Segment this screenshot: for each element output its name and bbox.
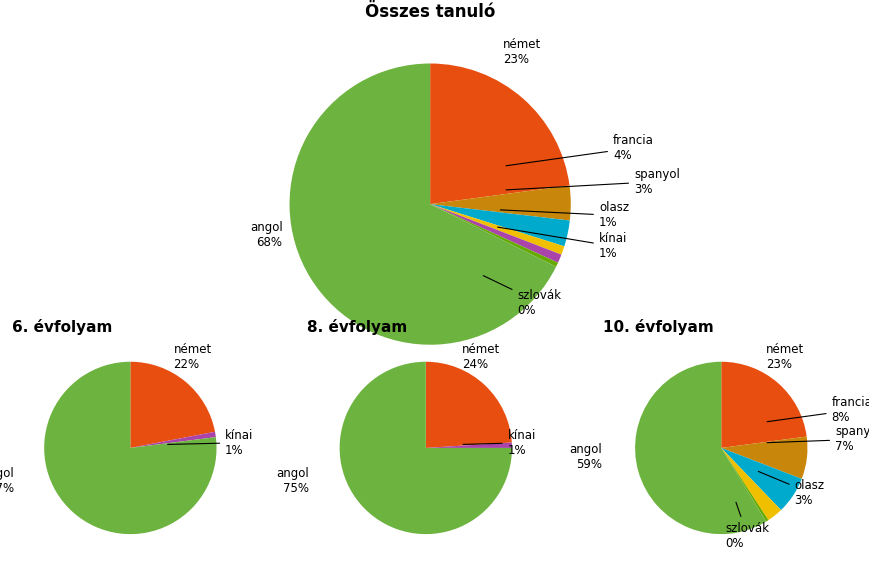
Text: német
24%: német 24% xyxy=(462,344,501,371)
Text: kínai
1%: kínai 1% xyxy=(463,429,536,457)
Text: spanyol
3%: spanyol 3% xyxy=(506,168,680,196)
Text: német
23%: német 23% xyxy=(503,38,541,66)
Text: angol
77%: angol 77% xyxy=(0,467,14,494)
Wedge shape xyxy=(721,362,806,448)
Wedge shape xyxy=(430,204,558,266)
Wedge shape xyxy=(44,362,216,534)
Wedge shape xyxy=(430,204,564,255)
Text: angol
68%: angol 68% xyxy=(249,221,282,249)
Text: szlovák
0%: szlovák 0% xyxy=(483,276,561,316)
Text: 8. évfolyam: 8. évfolyam xyxy=(308,319,408,335)
Text: angol
75%: angol 75% xyxy=(276,467,309,494)
Text: német
23%: német 23% xyxy=(766,344,805,371)
Title: Összes tanuló: Összes tanuló xyxy=(365,3,495,21)
Text: olasz
3%: olasz 3% xyxy=(759,471,825,507)
Text: francia
4%: francia 4% xyxy=(506,134,653,166)
Wedge shape xyxy=(635,362,766,534)
Text: spanyol
7%: spanyol 7% xyxy=(767,425,869,453)
Wedge shape xyxy=(430,185,571,221)
Wedge shape xyxy=(721,437,807,479)
Wedge shape xyxy=(721,448,768,522)
Text: 10. évfolyam: 10. évfolyam xyxy=(603,319,713,335)
Wedge shape xyxy=(130,362,215,448)
Wedge shape xyxy=(130,432,216,448)
Wedge shape xyxy=(721,448,781,520)
Wedge shape xyxy=(289,64,556,345)
Text: kínai
1%: kínai 1% xyxy=(168,429,254,457)
Text: francia
8%: francia 8% xyxy=(767,396,869,424)
Wedge shape xyxy=(430,204,561,263)
Wedge shape xyxy=(340,362,512,534)
Wedge shape xyxy=(426,442,512,448)
Text: német
22%: német 22% xyxy=(174,344,212,371)
Wedge shape xyxy=(721,448,802,510)
Text: 6. évfolyam: 6. évfolyam xyxy=(12,319,112,335)
Text: szlovák
0%: szlovák 0% xyxy=(726,502,770,550)
Text: kínai
1%: kínai 1% xyxy=(498,227,627,260)
Text: olasz
1%: olasz 1% xyxy=(501,201,629,230)
Wedge shape xyxy=(426,362,512,448)
Text: angol
59%: angol 59% xyxy=(569,443,602,471)
Wedge shape xyxy=(430,204,570,246)
Wedge shape xyxy=(430,64,569,204)
